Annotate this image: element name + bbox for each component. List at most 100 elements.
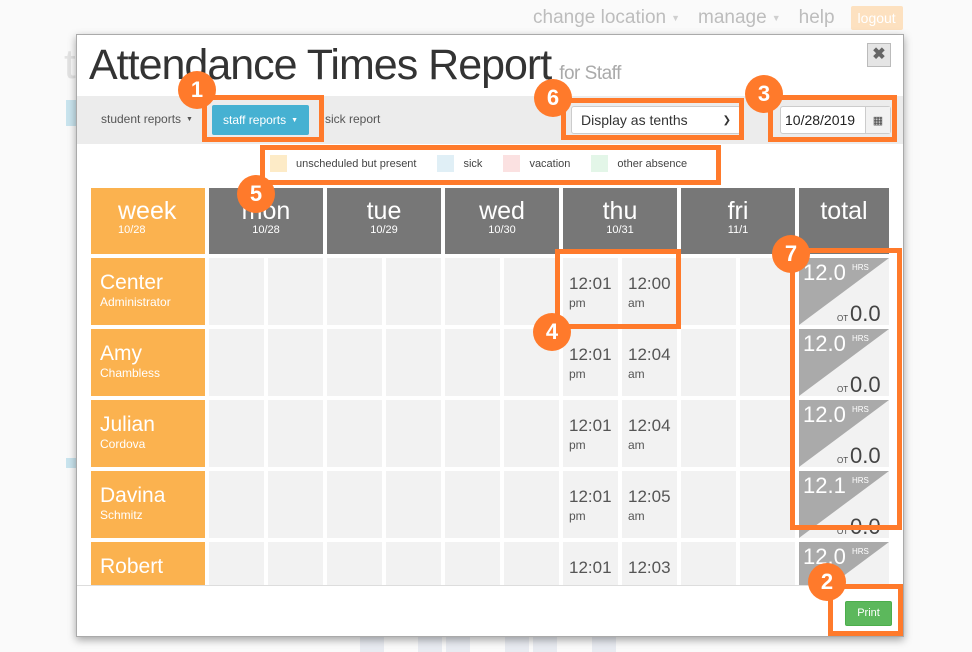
annotation-box-5 [260, 145, 721, 185]
total-header: total [799, 188, 889, 254]
chevron-down-icon: ❯ [722, 114, 731, 126]
time-cell[interactable] [209, 471, 264, 538]
legend-swatch [270, 155, 287, 172]
staff-reports-dropdown[interactable]: staff reports ▼ [212, 105, 310, 135]
report-modal: Attendance Times Report for Staff ✖ stud… [76, 34, 904, 637]
legend-item: other absence [591, 155, 687, 172]
modal-footer: Print [77, 585, 903, 636]
time-cell[interactable] [740, 329, 795, 396]
day-header-thu: thu 10/31 [563, 188, 677, 254]
time-cell[interactable] [504, 471, 559, 538]
time-cell[interactable] [327, 471, 382, 538]
diagonal-shape [799, 471, 889, 538]
time-in-cell[interactable]: 12:01 pm [563, 329, 618, 396]
sick-report-link[interactable]: sick report [325, 112, 381, 126]
time-cell[interactable] [386, 400, 441, 467]
logout-button[interactable]: logout [850, 6, 903, 30]
legend-item: sick [437, 155, 482, 172]
annotation-badge-6: 6 [534, 79, 572, 117]
nav-change-location[interactable]: change location ▼ [533, 7, 681, 28]
time-cell[interactable] [681, 471, 736, 538]
time-cell[interactable] [209, 258, 264, 325]
total-hours-cell: 12.0 HRS OT 0.0 [799, 400, 889, 467]
time-out-cell[interactable]: 12:04 am [622, 329, 677, 396]
report-toolbar: student reports ▼ staff reports ▼ sick rep… [77, 96, 903, 144]
time-cell[interactable] [445, 329, 500, 396]
student-reports-dropdown[interactable]: student reports ▼ [101, 112, 193, 126]
time-out-cell[interactable]: 12:04 am [622, 400, 677, 467]
annotation-badge-2: 2 [808, 563, 846, 601]
close-icon[interactable]: ✖ [867, 43, 891, 67]
time-in-cell[interactable]: 12:01 pm [563, 400, 618, 467]
legend-swatch [591, 155, 609, 172]
page-subtitle: for Staff [559, 63, 621, 84]
time-cell[interactable] [740, 471, 795, 538]
legend-item: vacation [503, 155, 570, 172]
modal-header: Attendance Times Report for Staff [89, 41, 621, 90]
week-date-picker[interactable]: 10/28/2019 ▦ [780, 106, 891, 134]
legend: unscheduled but present sick vacation ot… [270, 155, 708, 172]
calendar-icon[interactable]: ▦ [865, 107, 890, 133]
caret-down-icon: ▼ [771, 13, 781, 23]
annotation-box-1 [202, 95, 324, 142]
annotation-badge-7: 7 [772, 235, 810, 273]
caret-down-icon: ▼ [291, 116, 299, 124]
time-cell[interactable] [268, 471, 323, 538]
legend-swatch [503, 155, 521, 172]
caret-down-icon: ▼ [671, 13, 681, 23]
background-strip [66, 458, 76, 468]
diagonal-shape [799, 258, 889, 325]
time-cell[interactable] [268, 258, 323, 325]
time-out-cell[interactable]: 12:05 am [622, 471, 677, 538]
print-button[interactable]: Print [845, 601, 892, 626]
time-cell[interactable] [386, 258, 441, 325]
display-mode-select[interactable]: Display as tenths ❯ [571, 106, 741, 134]
day-header-tue: tue 10/29 [327, 188, 441, 254]
annotation-badge-1: 1 [178, 71, 216, 109]
time-cell[interactable] [268, 329, 323, 396]
time-cell[interactable] [504, 400, 559, 467]
time-cell[interactable] [209, 400, 264, 467]
staff-name-cell[interactable]: Amy Chambless [91, 329, 205, 396]
background-strip [66, 100, 76, 126]
time-in-cell[interactable]: 12:01 pm [563, 471, 618, 538]
time-cell[interactable] [386, 471, 441, 538]
week-header: week 10/28 [91, 188, 205, 254]
diagonal-shape [799, 329, 889, 396]
page-title: Attendance Times Report [89, 41, 552, 89]
annotation-badge-4: 4 [533, 313, 571, 351]
time-cell[interactable] [445, 258, 500, 325]
date-input[interactable]: 10/28/2019 [785, 112, 856, 128]
time-in-cell[interactable]: 12:01 pm [563, 258, 618, 325]
annotation-box-7 [790, 248, 902, 530]
top-nav: change location ▼ manage ▼ help logout [533, 6, 903, 30]
time-cell[interactable] [209, 329, 264, 396]
background-page-text: t [64, 40, 76, 87]
staff-name-cell[interactable]: Davina Schmitz [91, 471, 205, 538]
annotation-badge-3: 3 [745, 75, 783, 113]
total-hours-cell: 12.0 HRS OT 0.0 [799, 329, 889, 396]
time-cell[interactable] [681, 329, 736, 396]
day-header-wed: wed 10/30 [445, 188, 559, 254]
annotation-box-6 [561, 98, 744, 140]
time-cell[interactable] [327, 329, 382, 396]
time-cell[interactable] [740, 400, 795, 467]
time-cell[interactable] [327, 258, 382, 325]
time-cell[interactable] [445, 400, 500, 467]
annotation-box-3 [768, 95, 897, 142]
annotation-box-2 [828, 584, 903, 636]
nav-manage[interactable]: manage ▼ [698, 7, 781, 28]
time-out-cell[interactable]: 12:00 am [622, 258, 677, 325]
staff-name-cell[interactable]: Center Administrator [91, 258, 205, 325]
time-cell[interactable] [268, 400, 323, 467]
time-cell[interactable] [386, 329, 441, 396]
annotation-badge-5: 5 [237, 175, 275, 213]
time-cell[interactable] [327, 400, 382, 467]
time-cell[interactable] [681, 400, 736, 467]
legend-swatch [437, 155, 455, 172]
time-cell[interactable] [445, 471, 500, 538]
total-hours-cell: 12.0 HRS OT 0.0 [799, 258, 889, 325]
time-cell[interactable] [681, 258, 736, 325]
nav-help[interactable]: help [798, 7, 835, 28]
staff-name-cell[interactable]: Julian Cordova [91, 400, 205, 467]
